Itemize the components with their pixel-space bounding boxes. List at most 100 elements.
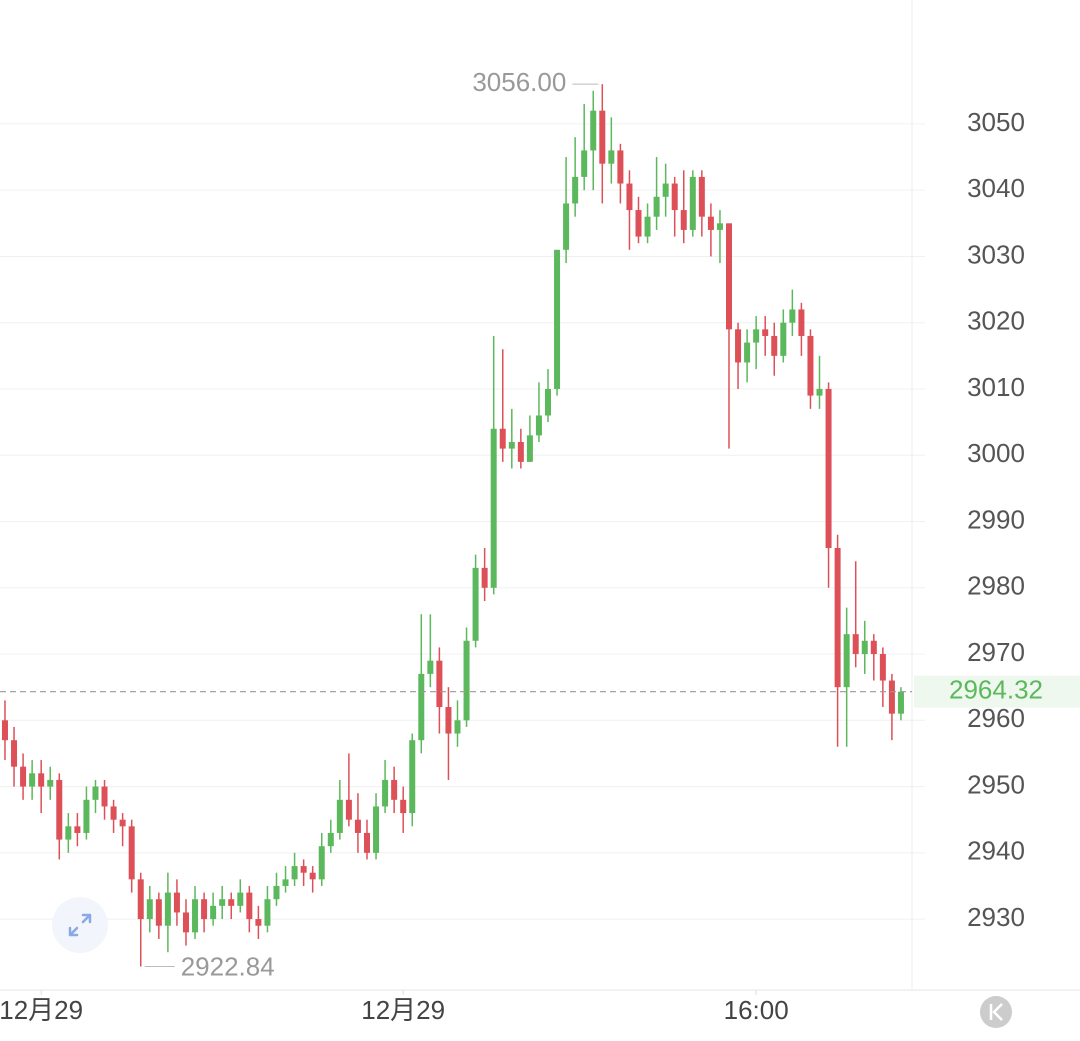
candle-body xyxy=(146,899,153,920)
candle-body xyxy=(119,819,126,827)
candle-body xyxy=(373,806,380,853)
y-tick-label: 2940 xyxy=(967,836,1025,866)
last-price-bg xyxy=(914,675,1080,708)
candle-body xyxy=(29,773,36,787)
candle-body xyxy=(626,183,633,211)
candle-body xyxy=(644,216,651,237)
candle-body xyxy=(617,150,624,184)
candle-body xyxy=(726,223,733,330)
candle-body xyxy=(635,210,642,237)
candle-body xyxy=(463,640,470,721)
candle-body xyxy=(744,342,751,363)
candle-body xyxy=(816,388,823,396)
candle-body xyxy=(707,216,714,230)
min-label: 2922.84 xyxy=(181,951,275,981)
candle-body xyxy=(201,899,208,920)
candle-body xyxy=(1,720,8,741)
candle-body xyxy=(572,176,579,204)
candle-body xyxy=(508,441,515,449)
candle-body xyxy=(581,150,588,177)
candle-body xyxy=(716,223,723,230)
candle-body xyxy=(680,210,687,230)
candle-body xyxy=(762,329,769,336)
candle-body xyxy=(219,899,226,906)
expand-button-bg[interactable] xyxy=(52,897,108,953)
y-tick-label: 2980 xyxy=(967,571,1025,601)
candle-body xyxy=(110,806,117,820)
candle-body xyxy=(490,428,497,588)
y-tick-label: 3020 xyxy=(967,306,1025,336)
candle-body xyxy=(400,799,407,814)
candle-body xyxy=(327,832,334,847)
candle-body xyxy=(753,329,760,343)
y-tick-label: 2960 xyxy=(967,703,1025,733)
candle-body xyxy=(291,866,298,880)
candle-body xyxy=(318,846,325,880)
candle-body xyxy=(445,707,452,734)
candle-body xyxy=(128,826,135,880)
candle-body xyxy=(210,905,217,920)
candle-body xyxy=(309,872,316,880)
candle-body xyxy=(517,441,524,462)
candle-body xyxy=(879,654,886,681)
y-tick-label: 2930 xyxy=(967,902,1025,932)
candle-body xyxy=(789,309,796,323)
y-tick-label: 3040 xyxy=(967,173,1025,203)
candle-body xyxy=(137,879,144,920)
candle-body xyxy=(499,428,506,449)
y-tick-label: 3030 xyxy=(967,239,1025,269)
candle-body xyxy=(780,322,787,356)
x-tick-label: 12月29 xyxy=(0,995,83,1025)
candle-body xyxy=(590,110,597,151)
candle-body xyxy=(418,673,425,741)
candle-body xyxy=(554,249,561,389)
candle-body xyxy=(807,335,814,396)
candle-body xyxy=(38,773,45,787)
candle-body xyxy=(56,779,63,840)
candle-body xyxy=(237,892,244,906)
max-label: 3056.00 xyxy=(472,67,566,97)
candle-body xyxy=(771,335,778,356)
candle-body xyxy=(65,826,72,840)
candle-body xyxy=(11,740,18,767)
candle-body xyxy=(382,779,389,807)
candle-body xyxy=(173,892,180,913)
candle-body xyxy=(101,786,108,807)
candle-body xyxy=(282,879,289,886)
candle-body xyxy=(526,435,533,462)
candle-body xyxy=(336,799,343,833)
candle-body xyxy=(246,892,253,920)
candle-body xyxy=(255,919,262,926)
candle-body xyxy=(454,720,461,734)
candle-body xyxy=(798,309,805,336)
x-tick-label: 12月29 xyxy=(361,995,445,1025)
candle-body xyxy=(345,799,352,820)
candle-body xyxy=(888,680,895,714)
expand-icon[interactable] xyxy=(68,913,92,937)
y-tick-label: 3010 xyxy=(967,372,1025,402)
candle-body xyxy=(662,183,669,197)
candle-body xyxy=(653,196,660,217)
y-tick-label: 3050 xyxy=(967,107,1025,137)
kline-button-bg[interactable] xyxy=(980,996,1012,1028)
y-tick-label: 2950 xyxy=(967,769,1025,799)
expand-button[interactable] xyxy=(52,897,108,953)
kline-icon[interactable] xyxy=(989,1003,1003,1021)
candle-body xyxy=(852,634,859,655)
candle-body xyxy=(897,691,904,714)
candle-body xyxy=(472,567,479,641)
candle-body xyxy=(74,826,81,833)
candle-body xyxy=(83,799,90,833)
x-tick-label: 16:00 xyxy=(724,995,789,1025)
candle-body xyxy=(563,203,570,250)
candle-body xyxy=(698,176,705,217)
candle-body xyxy=(155,899,162,926)
candle-body xyxy=(192,899,199,933)
kline-button[interactable] xyxy=(980,996,1012,1028)
candle-body xyxy=(354,819,361,833)
last-price-label: 2964.32 xyxy=(949,675,1043,705)
candle-body xyxy=(608,150,615,164)
y-tick-label: 2970 xyxy=(967,637,1025,667)
candle-body xyxy=(481,567,488,588)
candle-body xyxy=(92,786,99,800)
